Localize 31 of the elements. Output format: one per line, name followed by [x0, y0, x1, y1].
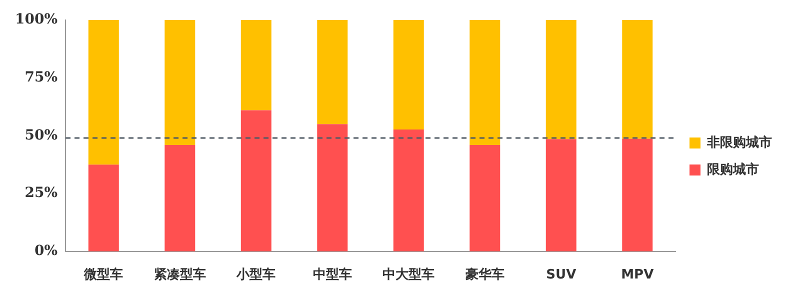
bar: [240, 110, 272, 252]
legend-label: 非限购城市: [706, 134, 772, 150]
bar: [622, 138, 653, 252]
x-tick-label: 微型车: [83, 266, 124, 283]
bar: [546, 139, 576, 252]
bar: [622, 20, 653, 139]
x-tick-label: SUV: [546, 268, 576, 283]
bar: [240, 20, 272, 110]
x-tick-label: MPV: [621, 268, 654, 283]
x-tick-label: 小型车: [236, 266, 276, 283]
bar: [470, 144, 500, 252]
bar: [470, 20, 500, 145]
x-tick-label: 豪华车: [464, 266, 504, 283]
x-tick-label: 中大型车: [382, 266, 435, 283]
bar: [546, 20, 576, 140]
bar: [317, 20, 348, 124]
y-tick-label: 0%: [34, 243, 58, 260]
bar: [164, 20, 196, 145]
bar: [88, 164, 119, 252]
y-tick-label: 50%: [24, 127, 58, 144]
y-tick-label: 25%: [24, 185, 58, 202]
bar: [393, 20, 424, 130]
x-tick-label: 中型车: [312, 266, 352, 283]
y-tick-label: 75%: [24, 69, 58, 86]
bar: [88, 20, 119, 165]
bar: [317, 124, 348, 252]
y-tick-label: 100%: [14, 12, 58, 28]
legend-label: 限购城市: [707, 161, 759, 178]
bar: [164, 144, 196, 252]
bar: [393, 129, 424, 252]
x-tick-label: 紧凑型车: [154, 266, 206, 283]
